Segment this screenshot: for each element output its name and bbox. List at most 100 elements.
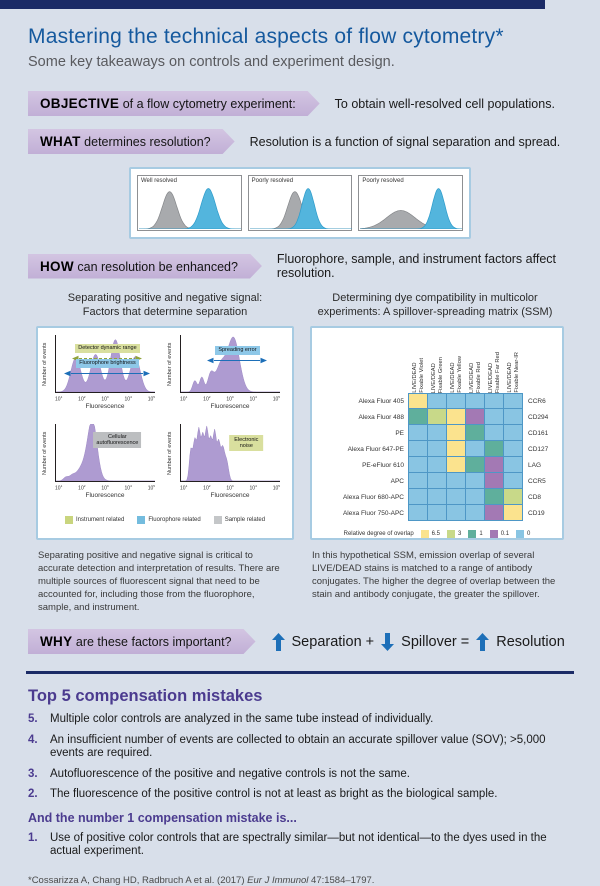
x-tick-label: 104 xyxy=(249,484,257,492)
left-heading-line2: Factors that determine separation xyxy=(82,305,248,318)
mistake-text: An insufficient number of events are col… xyxy=(50,733,546,760)
page-subtitle: Some key takeaways on controls and exper… xyxy=(28,54,395,70)
ssm-cell xyxy=(409,457,428,473)
mistake-item: 5. Multiple color controls are analyzed i… xyxy=(28,713,572,727)
ssm-column-header: LIVE/DEAD Fixable Green xyxy=(428,357,447,393)
equation-term-separation: Separation + xyxy=(291,633,375,650)
histogram-curve xyxy=(181,336,280,392)
ssm-cell xyxy=(447,409,466,425)
ssm-cell-strip xyxy=(408,457,523,473)
mistakes-list: 5. Multiple color controls are analyzed i… xyxy=(28,713,572,802)
ssm-cell xyxy=(504,409,523,425)
citation-post: 47:1584–1797. xyxy=(308,874,375,886)
ssm-cell xyxy=(428,473,447,489)
ssm-cell xyxy=(409,489,428,505)
left-column-heading: Separating positive and negative signal:… xyxy=(30,292,300,319)
ssm-legend-item: 1 xyxy=(468,530,483,538)
x-tick-label: 103 xyxy=(101,484,109,492)
ssm-cell xyxy=(447,425,466,441)
column-headings: Separating positive and negative signal:… xyxy=(0,292,600,319)
annotation-label: Cellular autofluorescence xyxy=(93,432,142,448)
ssm-legend-value: 0.1 xyxy=(500,531,510,537)
right-heading-line1: Determining dye compatibility in multico… xyxy=(332,292,538,304)
ssm-fluorophore-label: Alexa Fluor 680-APC xyxy=(342,493,404,501)
ssm-legend-value: 6.5 xyxy=(431,531,440,537)
ssm-column-headers: LIVE/DEAD Fixable Violet LIVE/DEAD Fixable … xyxy=(409,333,558,393)
mistake-text: Multiple color controls are analyzed in … xyxy=(50,713,434,725)
ssm-column-header: LIVE/DEAD Fixable Far Red xyxy=(485,352,504,393)
compensation-mistakes-section: Top 5 compensation mistakes 5. Multiple c… xyxy=(28,687,572,859)
double-arrow-icon xyxy=(64,370,151,377)
legend-item: Instrument related xyxy=(64,516,124,524)
histogram-spreading-error: Number of events Spreading error 101 102 1… xyxy=(165,333,290,422)
captions: Separating positive and negative signal … xyxy=(0,549,600,614)
ssm-cell-strip xyxy=(408,425,523,441)
ssm-marker-label: CD127 xyxy=(528,445,549,453)
ssm-cell xyxy=(485,394,504,409)
ssm-cell xyxy=(447,489,466,505)
y-axis-label: Number of events xyxy=(167,342,173,386)
ssm-cell xyxy=(466,489,485,505)
x-tick-label: 102 xyxy=(78,484,86,492)
ssm-legend-item: 3 xyxy=(447,530,461,538)
ssm-marker-label: CCR6 xyxy=(528,397,546,405)
ssm-cell xyxy=(409,473,428,489)
ssm-cell xyxy=(504,489,523,505)
ssm-cell xyxy=(428,505,447,521)
ssm-cell xyxy=(485,409,504,425)
mistake-number: 5. xyxy=(28,713,38,725)
ssm-column-header-line: LIVE/DEAD xyxy=(449,362,456,393)
how-banner: HOW can resolution be enhanced? xyxy=(28,254,262,279)
resolution-equation: Separation + Spillover = Resolution xyxy=(271,632,565,651)
histogram-detector-range: Number of events Detector dynamic range F… xyxy=(40,333,165,422)
histogram-electronic-noise: Number of events Electronic noise 101 102… xyxy=(165,422,290,511)
ssm-matrix: Alexa Fluor 405 CCR6 Alexa Fluor 488 CD294 P… xyxy=(316,393,558,521)
why-question: are these factors important? xyxy=(72,635,232,649)
right-caption: In this hypothetical SSM, emission overl… xyxy=(312,550,556,600)
mistake-text: Use of positive color controls that are … xyxy=(50,831,547,858)
ssm-cell xyxy=(485,457,504,473)
ssm-column-header: LIVE/DEAD Fixable Near-IR xyxy=(504,352,523,393)
ssm-marker-label: CD8 xyxy=(528,493,542,501)
ssm-cell xyxy=(485,489,504,505)
section-divider xyxy=(26,671,574,674)
ssm-cell xyxy=(485,473,504,489)
ssm-cell xyxy=(504,394,523,409)
citation-journal: Eur J Immunol xyxy=(247,874,309,886)
ssm-marker-label: CD161 xyxy=(528,429,549,437)
double-arrow-icon xyxy=(207,357,268,364)
y-axis-label: Number of events xyxy=(42,431,48,475)
resolution-histogram-panel: Well resolved xyxy=(137,175,242,231)
histogram-curve xyxy=(56,424,155,481)
ssm-cell xyxy=(447,473,466,489)
ssm-cell xyxy=(466,505,485,521)
ssm-fluorophore-label: PE xyxy=(395,429,404,437)
x-axis-ticks: 101 102 103 104 105 xyxy=(55,395,155,403)
ssm-legend: Relative degree of overlap 6.5 3 1 0.1 0 xyxy=(316,530,558,538)
what-banner: WHAT determines resolution? xyxy=(28,129,235,154)
top-accent-bar xyxy=(0,0,545,9)
how-question: can resolution be enhanced? xyxy=(73,259,238,274)
ssm-column-header-line: Fixable Red xyxy=(475,362,482,393)
why-label: WHY xyxy=(40,634,73,649)
x-tick-label: 102 xyxy=(78,395,86,403)
x-tick-label: 101 xyxy=(180,484,188,492)
ssm-cell xyxy=(428,425,447,441)
ssm-legend-value: 3 xyxy=(458,531,462,537)
objective-question: of a flow cytometry experiment: xyxy=(119,97,296,111)
ssm-row: Alexa Fluor 405 CCR6 xyxy=(316,393,558,409)
ssm-column-header-line: LIVE/DEAD xyxy=(487,362,494,393)
ssm-cell xyxy=(447,505,466,521)
ssm-marker-label: CD19 xyxy=(528,509,545,517)
what-row: WHAT determines resolution? Resolution i… xyxy=(28,129,600,154)
equation-term-spillover: Spillover = xyxy=(401,633,470,650)
ssm-row: Alexa Fluor 680-APC CD8 xyxy=(316,489,558,505)
legend-swatch xyxy=(137,516,146,524)
ssm-fluorophore-label: Alexa Fluor 647-PE xyxy=(347,445,404,453)
ssm-cell-strip xyxy=(408,505,523,521)
right-column-heading: Determining dye compatibility in multico… xyxy=(300,292,570,319)
annotation-label: Fluorophore brightness xyxy=(76,358,139,368)
x-tick-label: 101 xyxy=(180,395,188,403)
ssm-row: Alexa Fluor 647-PE CD127 xyxy=(316,441,558,457)
ssm-cell xyxy=(466,441,485,457)
